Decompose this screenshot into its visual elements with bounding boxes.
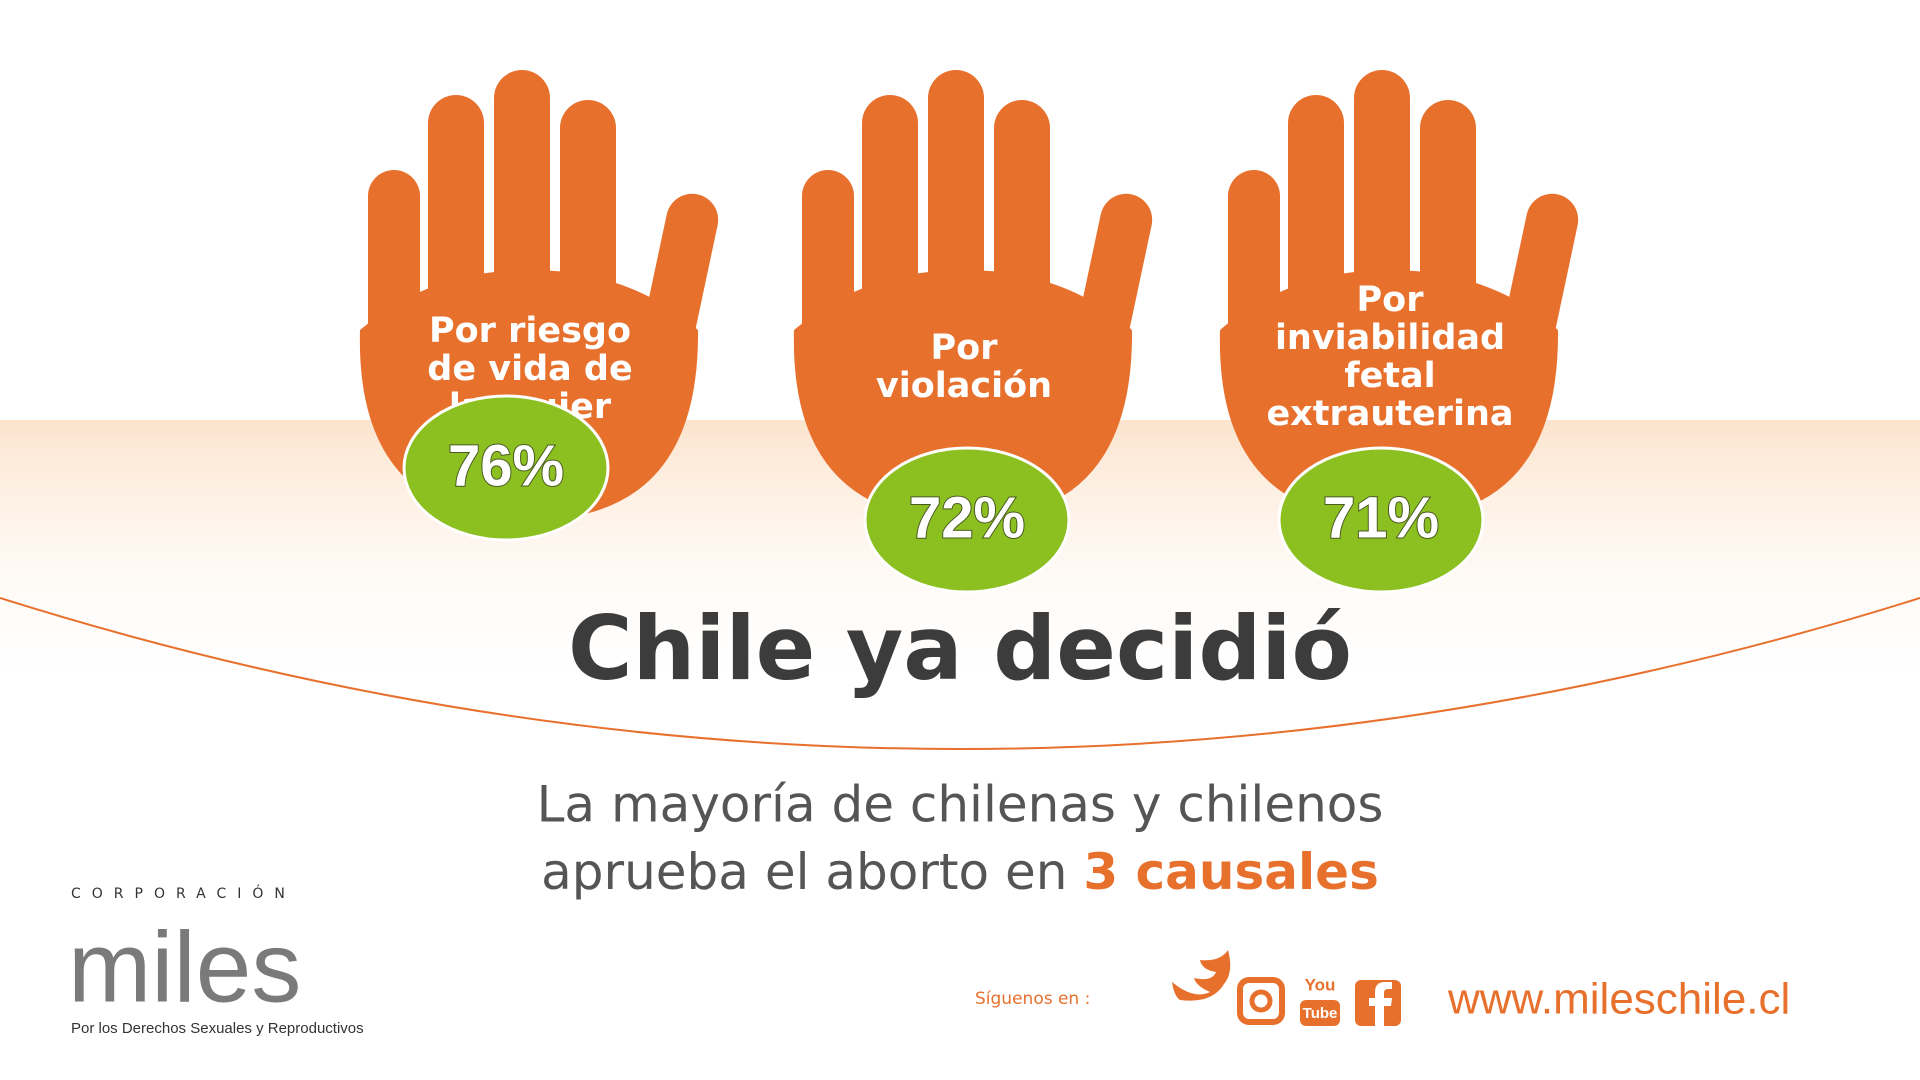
subtitle-line: La mayoría de chilenas y chilenos bbox=[537, 776, 1384, 834]
value-label: 71% bbox=[1323, 485, 1439, 550]
logo-top: CORPORACIÓN bbox=[71, 884, 296, 902]
hand-label: Por bbox=[931, 328, 999, 368]
hand bbox=[793, 70, 1153, 520]
website: www.mileschile.cl bbox=[1447, 975, 1790, 1024]
follow-label: Síguenos en : bbox=[975, 989, 1090, 1009]
value-badge bbox=[863, 446, 1071, 594]
hand-label: Por riesgo bbox=[429, 311, 631, 351]
palm bbox=[1219, 270, 1559, 520]
hand-label: extrauterina bbox=[1266, 394, 1513, 434]
youtube-text: Tube bbox=[1303, 1005, 1338, 1022]
facebook-f bbox=[1369, 982, 1392, 1026]
logo-tagline: Por los Derechos Sexuales y Reproductivo… bbox=[71, 1020, 364, 1037]
instagram-lens bbox=[1249, 989, 1273, 1013]
hand-label: violación bbox=[876, 366, 1052, 406]
hand-label: fetal bbox=[1344, 356, 1435, 396]
logo-name: miles bbox=[68, 911, 301, 1023]
hand bbox=[1219, 70, 1579, 520]
hand-label: de vida de bbox=[427, 349, 632, 389]
social-icons: You Tube bbox=[1172, 950, 1401, 1026]
value-label: 76% bbox=[448, 433, 564, 498]
palm bbox=[793, 270, 1133, 520]
divider-curve bbox=[0, 597, 1920, 750]
youtube-icon bbox=[1300, 1000, 1340, 1026]
value-label: 72% bbox=[909, 485, 1025, 550]
headline: Chile ya decidió bbox=[568, 597, 1352, 700]
value-badge bbox=[1277, 446, 1485, 594]
hand-label: Por bbox=[1357, 280, 1425, 320]
subtitle-line: aprueba el aborto en 3 causales bbox=[541, 843, 1379, 901]
instagram-icon bbox=[1237, 977, 1285, 1025]
value-badge bbox=[402, 394, 610, 542]
twitter-icon bbox=[1172, 950, 1231, 1001]
hand-label: inviabilidad bbox=[1275, 318, 1505, 358]
youtube-text: You bbox=[1305, 975, 1336, 994]
